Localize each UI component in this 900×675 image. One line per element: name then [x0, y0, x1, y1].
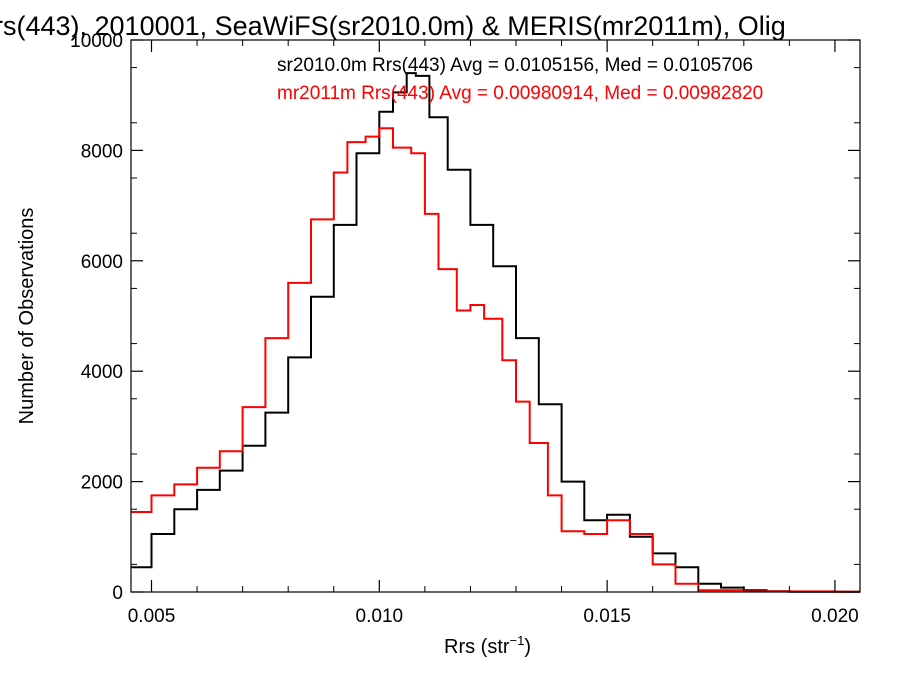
x-axis-label: Rrs (str−1) [444, 633, 531, 658]
y-tick-label: 6000 [81, 252, 123, 273]
y-tick-label: 4000 [81, 362, 123, 383]
x-tick-label: 0.015 [583, 606, 631, 627]
x-tick-label: 0.020 [811, 606, 859, 627]
y-tick-label: 0 [112, 583, 123, 604]
series-line-sr2010-0m [131, 72, 860, 593]
chart-title: rs(443), 2010001, SeaWiFS(sr2010.0m) & M… [0, 11, 786, 41]
x-axis-label-superscript: −1 [510, 633, 525, 648]
plot-frame [130, 39, 861, 593]
axes: 0.005 0.010 0.015 0.020 0 2000 4000 6000 8000 100… [70, 31, 861, 627]
y-axis-label: Number of Observations [16, 208, 38, 425]
y-tick-label: 2000 [81, 473, 123, 494]
legend-entry-sr2010: sr2010.0m Rrs(443) Avg = 0.0105156, Med … [277, 55, 753, 76]
plot-lines [131, 72, 860, 593]
x-tick-label: 0.010 [356, 606, 404, 627]
y-tick-label: 8000 [81, 141, 123, 162]
x-axis-label-close: ) [524, 636, 531, 658]
x-tick-label: 0.005 [128, 606, 176, 627]
series-line-mr2011m [131, 127, 860, 593]
legend-entry-mr2011m: mr2011m Rrs(443) Avg = 0.00980914, Med =… [277, 83, 763, 104]
x-axis-label-main: Rrs (str [444, 636, 510, 658]
y-tick-label: 10000 [70, 31, 123, 52]
